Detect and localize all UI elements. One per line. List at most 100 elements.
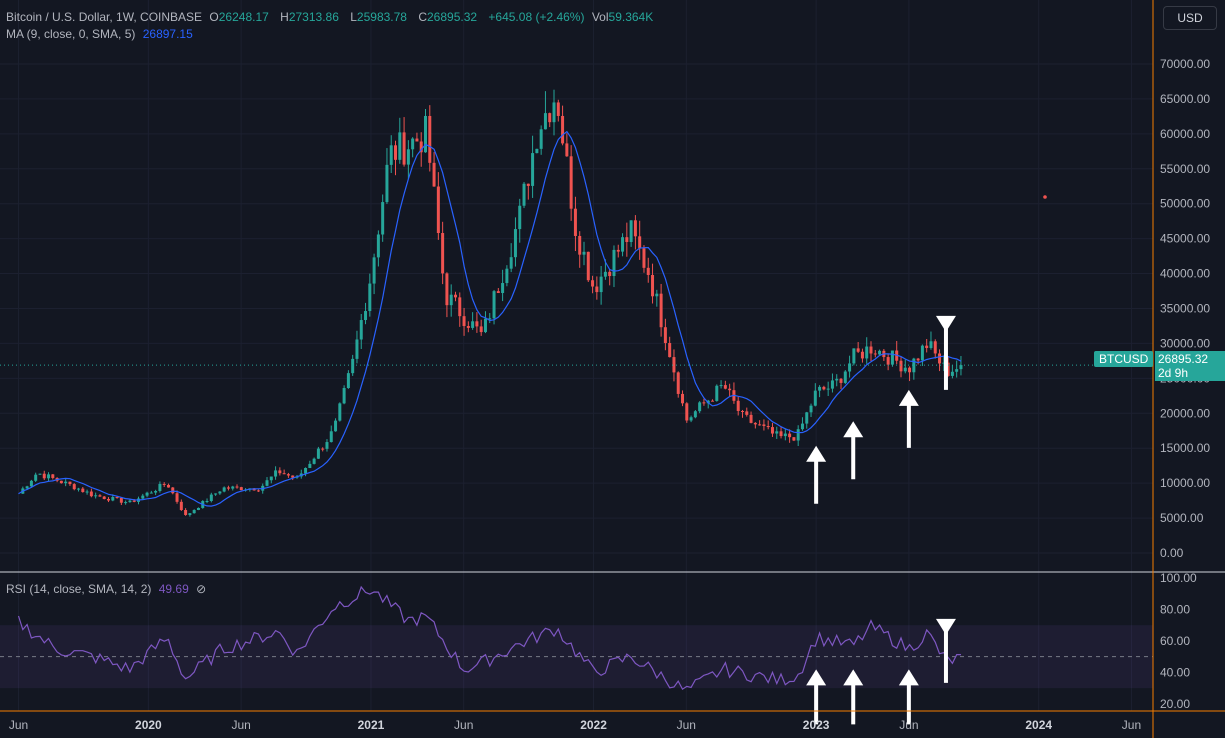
ma-value: 26897.15 (142, 27, 193, 41)
vol-label: Vol (591, 10, 609, 24)
candle-body (903, 367, 907, 372)
candle-body (488, 318, 492, 320)
candle-body (556, 102, 560, 116)
high-value: 27313.86 (288, 10, 339, 24)
candle-body (535, 148, 539, 154)
rsi-tick-label: 20.00 (1160, 697, 1190, 711)
candle-body (578, 235, 582, 255)
candle-body (745, 411, 749, 415)
time-tick-label: Jun (454, 718, 473, 732)
candle-body (586, 251, 590, 281)
candle-body (603, 271, 607, 277)
candle-body (385, 164, 389, 203)
candle-body (94, 495, 98, 497)
rsi-axis[interactable]: 100.00 80.00 60.00 40.00 20.00 (1160, 571, 1197, 711)
bar-countdown: 2d 9h (1158, 366, 1189, 380)
candle-body (925, 345, 929, 349)
candle-body (158, 483, 162, 491)
rsi-value: 49.69 (158, 582, 189, 596)
ma-line (18, 130, 962, 507)
rsi-label[interactable]: RSI (14, close, SMA, 14, 2) (6, 582, 152, 596)
candle-body (561, 115, 565, 144)
ma-legend: MA (9, close, 0, SMA, 5) 26897.15 (6, 27, 197, 41)
candle-body (278, 470, 282, 474)
candle-body (766, 425, 770, 428)
candle-body (192, 510, 196, 514)
annotation-arrow-head (806, 445, 827, 462)
time-tick-label: Jun (899, 718, 918, 732)
candle-body (479, 326, 483, 333)
annotation-arrow-head (935, 618, 956, 635)
ma-label[interactable]: MA (9, close, 0, SMA, 5) (6, 27, 136, 41)
candle-body (166, 484, 170, 488)
candle-body (355, 339, 359, 359)
candle-body (728, 388, 732, 391)
candle-body (809, 405, 813, 413)
candle-body (916, 358, 920, 361)
candle-body (800, 423, 804, 430)
candle-body (364, 311, 368, 321)
candle-body (505, 268, 509, 284)
annotation-arrows (806, 315, 956, 725)
candle-body (526, 183, 530, 186)
candle-body (124, 502, 128, 504)
candle-body (265, 480, 269, 486)
candle-body (308, 463, 312, 469)
candle-body (376, 234, 380, 258)
candle-body (47, 474, 51, 479)
candle-body (226, 487, 230, 489)
candle-body (950, 371, 954, 376)
candle-body (531, 153, 535, 186)
annotation-arrow-head (843, 421, 864, 438)
candle-body (359, 320, 363, 340)
currency-button[interactable]: USD (1163, 6, 1217, 30)
candle-body (338, 403, 342, 421)
candle-body (51, 474, 55, 478)
symbol-title[interactable]: Bitcoin / U.S. Dollar, 1W, COINBASE (6, 10, 203, 24)
candle-body (723, 385, 727, 389)
candle-body (599, 276, 603, 293)
price-tick-label: 55000.00 (1160, 162, 1210, 176)
candle-body (681, 393, 685, 404)
candle-body (436, 186, 440, 234)
candle-body (321, 448, 325, 450)
candle-body (830, 380, 834, 389)
candle-body (543, 113, 547, 130)
candle-body (621, 237, 625, 252)
change-value: +645.08 (+2.46%) (488, 10, 585, 24)
candle-body (749, 414, 753, 423)
candle-body (933, 341, 937, 354)
candle-body (111, 497, 115, 501)
candle-body (389, 145, 393, 165)
price-tick-label: 70000.00 (1160, 57, 1210, 71)
candle-body (368, 283, 372, 312)
candle-body (184, 510, 188, 515)
candle-body (565, 143, 569, 157)
candle-body (351, 358, 355, 374)
candle-body (929, 341, 933, 349)
candle-body (595, 286, 599, 293)
candle-body (591, 280, 595, 287)
candle-body (796, 429, 800, 441)
candle-body (655, 293, 659, 297)
candle-body (878, 350, 882, 355)
candle-body (612, 249, 616, 277)
candle-body (342, 388, 346, 404)
time-axis[interactable]: Jun 2020 Jun 2021 Jun 2022 Jun 2023 Jun 2024 Jun (9, 718, 1141, 732)
time-tick-label: Jun (1122, 718, 1141, 732)
rsi-legend: RSI (14, close, SMA, 14, 2) 49.69 ⊘ (6, 582, 210, 596)
candle-body (256, 490, 260, 492)
candle-body (758, 424, 762, 426)
candle-body (286, 474, 290, 476)
hide-indicator-icon[interactable]: ⊘ (196, 582, 207, 596)
candle-body (214, 493, 218, 495)
candle-body (886, 357, 890, 365)
annotation-arrow-head (843, 669, 864, 686)
candle-body (513, 229, 517, 258)
candle-body (955, 369, 959, 372)
time-tick-label: 2021 (358, 718, 385, 732)
candle-body (282, 473, 286, 475)
candle-body (196, 507, 200, 511)
price-axis[interactable]: 70000.00 65000.00 60000.00 55000.00 50000.00… (1160, 57, 1210, 560)
